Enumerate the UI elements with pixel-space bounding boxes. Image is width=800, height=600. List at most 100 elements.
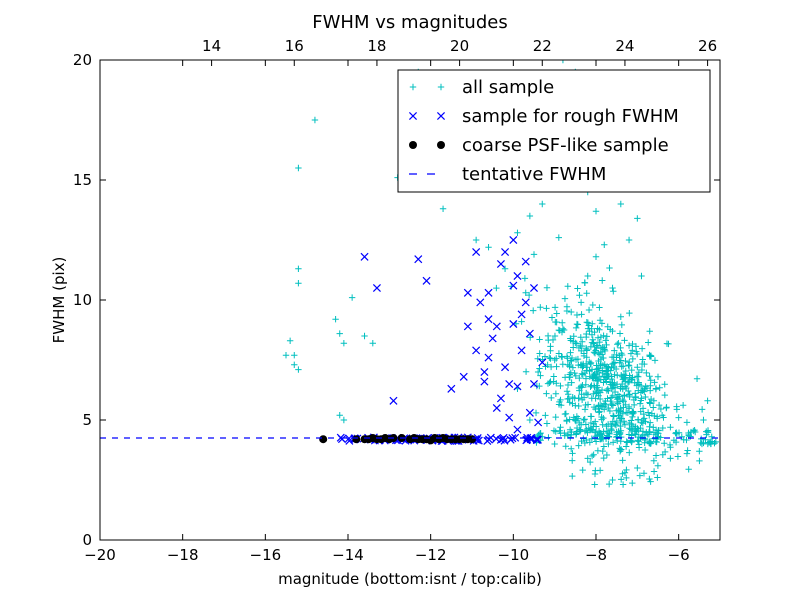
all-sample-point [578,370,586,377]
all-sample-point [589,336,596,343]
all-sample-point [646,400,654,407]
rough-fwhm-point [538,358,547,367]
rough-fwhm-point [463,322,472,331]
all-sample-point [603,378,610,385]
all-sample-point [622,357,629,365]
legend-marker-all-sample [437,83,445,91]
all-sample-point [577,334,584,341]
all-sample-point [586,458,594,466]
all-sample-point [683,419,691,426]
all-sample-point [621,337,628,344]
rough-fwhm-point [498,435,507,444]
all-sample-point [638,366,646,374]
all-sample-point [577,426,584,434]
all-sample-point [605,440,612,448]
all-sample-point [548,394,555,402]
rough-fwhm-point [501,363,510,372]
all-sample-point [607,326,614,333]
series-psf-like [319,434,476,445]
all-sample-point [597,430,604,437]
all-sample-point [634,350,641,358]
all-sample-point [651,357,659,364]
x-tick-label: −10 [498,546,530,564]
all-sample-point [608,400,615,408]
all-sample-point [295,164,302,172]
all-sample-point [627,426,635,433]
rough-fwhm-point [521,298,530,307]
all-sample-point [594,447,602,454]
all-sample-point [553,380,560,387]
all-sample-point [602,337,609,344]
x-axis-label: magnitude (bottom:isnt / top:calib) [278,570,542,588]
rough-fwhm-point [345,436,354,445]
all-sample-point [604,367,611,374]
all-sample-point [536,365,543,372]
all-sample-point [493,284,500,292]
all-sample-point [552,390,560,397]
all-sample-point [629,413,636,421]
all-sample-point [704,397,711,404]
all-sample-point [704,427,712,434]
all-sample-point [617,476,625,483]
all-sample-point [576,292,583,299]
all-sample-point [295,265,302,272]
all-sample-point [659,424,666,432]
all-sample-point [573,311,581,319]
all-sample-point [679,402,687,409]
legend-entry-label: sample for rough FWHM [462,106,679,127]
top-tick-label: 24 [615,37,634,55]
all-sample-point [643,369,650,377]
all-sample-point [590,403,598,411]
rough-fwhm-point [463,288,472,297]
all-sample-point [566,426,574,433]
all-sample-point [336,330,343,337]
all-sample-point [592,418,599,425]
all-sample-point [594,342,602,349]
all-sample-point [629,408,637,415]
all-sample-point [661,440,668,447]
all-sample-point [598,413,605,421]
all-sample-point [601,241,608,248]
all-sample-point [605,433,612,441]
all-sample-point [667,444,674,451]
all-sample-point [634,379,641,387]
all-sample-point [600,332,607,339]
psf-like-point [319,435,328,444]
all-sample-point [606,264,613,272]
x-tick-label: −8 [585,546,607,564]
all-sample-point [562,443,569,450]
all-sample-point [635,438,642,445]
all-sample-point [603,333,611,340]
all-sample-point [580,362,587,370]
all-sample-point [629,355,636,363]
all-sample-point [663,340,671,347]
all-sample-point [617,313,624,320]
rough-fwhm-point [472,247,481,257]
all-sample-point [672,430,679,437]
all-sample-point [610,288,617,295]
all-sample-point [593,390,600,397]
all-sample-point [596,317,604,324]
rough-fwhm-point [389,396,398,405]
all-sample-point [530,307,537,314]
top-tick-label: 20 [450,37,469,55]
all-sample-point [569,338,577,345]
all-sample-point [647,395,655,403]
all-sample-point [640,470,648,477]
all-sample-point [588,331,596,338]
all-sample-point [584,325,592,332]
all-sample-point [700,416,707,424]
rough-fwhm-point [525,408,534,417]
all-sample-point [332,316,339,323]
all-sample-point [543,284,551,291]
all-sample-point [635,444,643,451]
all-sample-point [600,443,608,450]
all-sample-point [577,299,585,306]
rough-fwhm-point [529,379,539,389]
all-sample-point [642,393,649,401]
all-sample-point [576,374,583,382]
all-sample-point [609,284,616,292]
all-sample-point [291,352,298,359]
all-sample-point [646,353,654,360]
y-tick-label: 10 [73,291,92,309]
